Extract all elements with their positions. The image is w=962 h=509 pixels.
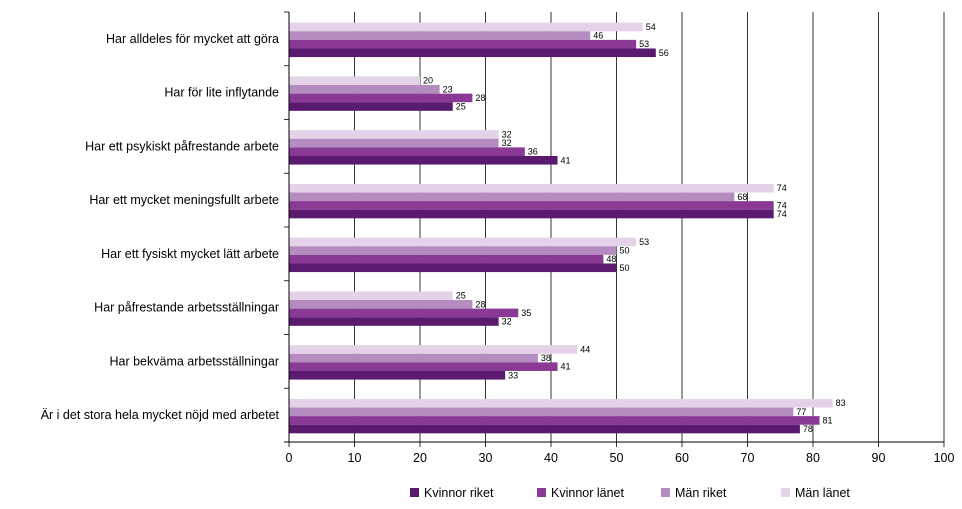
category-label-7: Är i det stora hela mycket nöjd med arbe… bbox=[41, 408, 280, 422]
x-tick-label-60: 60 bbox=[675, 451, 689, 465]
data-label-1-2: 23 bbox=[443, 84, 453, 94]
data-label-0-3: 54 bbox=[646, 22, 656, 32]
x-tick-label-30: 30 bbox=[479, 451, 493, 465]
bar-6-0 bbox=[289, 370, 506, 380]
data-label-2-1: 36 bbox=[528, 147, 538, 157]
legend: Kvinnor riket Kvinnor länet Män riket Män l… bbox=[410, 486, 850, 500]
bar-5-0 bbox=[289, 317, 499, 326]
bar-6-2 bbox=[289, 353, 538, 363]
data-label-4-1: 48 bbox=[606, 254, 616, 264]
x-tick-label-20: 20 bbox=[413, 451, 427, 465]
category-label-5: Har påfrestande arbetsställningar bbox=[94, 301, 279, 315]
category-label-3: Har ett mycket meningsfullt arbete bbox=[89, 193, 279, 207]
data-label-6-1: 41 bbox=[561, 362, 571, 372]
data-label-4-3: 53 bbox=[639, 237, 649, 247]
bar-2-3 bbox=[289, 130, 499, 139]
bar-3-2 bbox=[289, 192, 735, 202]
data-label-5-2: 28 bbox=[475, 299, 485, 309]
x-tick-label-50: 50 bbox=[610, 451, 624, 465]
data-label-7-0: 78 bbox=[803, 424, 813, 434]
data-label-2-3: 32 bbox=[502, 129, 512, 139]
data-label-4-0: 50 bbox=[620, 263, 630, 273]
category-label-4: Har ett fysiskt mycket lätt arbete bbox=[101, 247, 279, 261]
data-label-3-0: 74 bbox=[777, 209, 787, 219]
x-tick-label-100: 100 bbox=[934, 451, 955, 465]
bar-2-2 bbox=[289, 138, 499, 148]
data-label-7-3: 83 bbox=[836, 398, 846, 408]
data-label-4-2: 50 bbox=[620, 246, 630, 256]
data-label-0-1: 53 bbox=[639, 39, 649, 49]
bar-1-3 bbox=[289, 76, 420, 86]
legend-swatch-0 bbox=[410, 488, 419, 497]
data-label-7-2: 77 bbox=[796, 407, 806, 417]
bar-2-1 bbox=[289, 147, 525, 156]
data-label-1-1: 28 bbox=[475, 93, 485, 103]
bar-5-1 bbox=[289, 308, 519, 318]
bar-4-3 bbox=[289, 237, 637, 247]
data-label-6-0: 33 bbox=[508, 370, 518, 380]
data-label-0-2: 46 bbox=[593, 31, 603, 41]
bar-1-1 bbox=[289, 93, 473, 103]
data-label-2-0: 41 bbox=[561, 155, 571, 165]
legend-label-0: Kvinnor riket bbox=[424, 486, 494, 500]
category-label-2: Har ett psykiskt påfrestande arbete bbox=[85, 139, 279, 153]
data-label-6-3: 44 bbox=[580, 344, 590, 354]
x-tick-label-10: 10 bbox=[348, 451, 362, 465]
data-label-3-2: 68 bbox=[737, 192, 747, 202]
category-label-0: Har alldeles för mycket att göra bbox=[106, 32, 279, 46]
bar-7-3 bbox=[289, 398, 833, 408]
bar-3-3 bbox=[289, 183, 774, 193]
category-label-6: Har bekväma arbetsställningar bbox=[109, 354, 279, 368]
labels: 54 46 53 56 Har alldeles för mycket att göra… bbox=[41, 22, 955, 465]
bar-3-1 bbox=[289, 201, 774, 210]
bar-7-1 bbox=[289, 416, 820, 425]
data-label-0-0: 56 bbox=[659, 48, 669, 58]
data-label-1-0: 25 bbox=[456, 102, 466, 112]
legend-label-3: Män länet bbox=[795, 486, 850, 500]
bar-5-2 bbox=[289, 300, 473, 309]
data-label-5-1: 35 bbox=[521, 308, 531, 318]
data-label-5-0: 32 bbox=[502, 317, 512, 327]
x-tick-label-90: 90 bbox=[872, 451, 886, 465]
legend-swatch-2 bbox=[661, 488, 670, 497]
x-tick-label-40: 40 bbox=[544, 451, 558, 465]
legend-label-1: Kvinnor länet bbox=[551, 486, 624, 500]
bar-6-3 bbox=[289, 345, 578, 354]
x-tick-label-70: 70 bbox=[741, 451, 755, 465]
data-label-3-3: 74 bbox=[777, 183, 787, 193]
bar-0-3 bbox=[289, 22, 643, 32]
data-label-3-1: 74 bbox=[777, 200, 787, 210]
bar-2-0 bbox=[289, 155, 558, 165]
bar-4-1 bbox=[289, 254, 604, 264]
bar-1-0 bbox=[289, 102, 453, 111]
bar-5-3 bbox=[289, 291, 453, 301]
bar-7-2 bbox=[289, 407, 794, 417]
bar-4-2 bbox=[289, 246, 617, 255]
bar-7-0 bbox=[289, 424, 800, 434]
category-label-1: Har för lite inflytande bbox=[164, 86, 279, 100]
legend-swatch-3 bbox=[781, 488, 790, 497]
axes bbox=[284, 11, 945, 447]
bars bbox=[289, 22, 833, 434]
bar-3-0 bbox=[289, 209, 774, 219]
bar-4-0 bbox=[289, 263, 617, 273]
bar-0-2 bbox=[289, 31, 591, 40]
data-label-2-2: 32 bbox=[502, 138, 512, 148]
data-label-7-1: 81 bbox=[823, 415, 833, 425]
bar-0-0 bbox=[289, 48, 656, 58]
data-label-6-2: 38 bbox=[541, 353, 551, 363]
data-label-5-3: 25 bbox=[456, 291, 466, 301]
bar-0-1 bbox=[289, 39, 637, 49]
legend-swatch-1 bbox=[537, 488, 546, 497]
x-tick-label-0: 0 bbox=[286, 451, 293, 465]
bar-6-1 bbox=[289, 362, 558, 371]
data-label-1-3: 20 bbox=[423, 76, 433, 86]
bar-1-2 bbox=[289, 85, 440, 94]
legend-label-2: Män riket bbox=[675, 486, 727, 500]
x-tick-label-80: 80 bbox=[806, 451, 820, 465]
